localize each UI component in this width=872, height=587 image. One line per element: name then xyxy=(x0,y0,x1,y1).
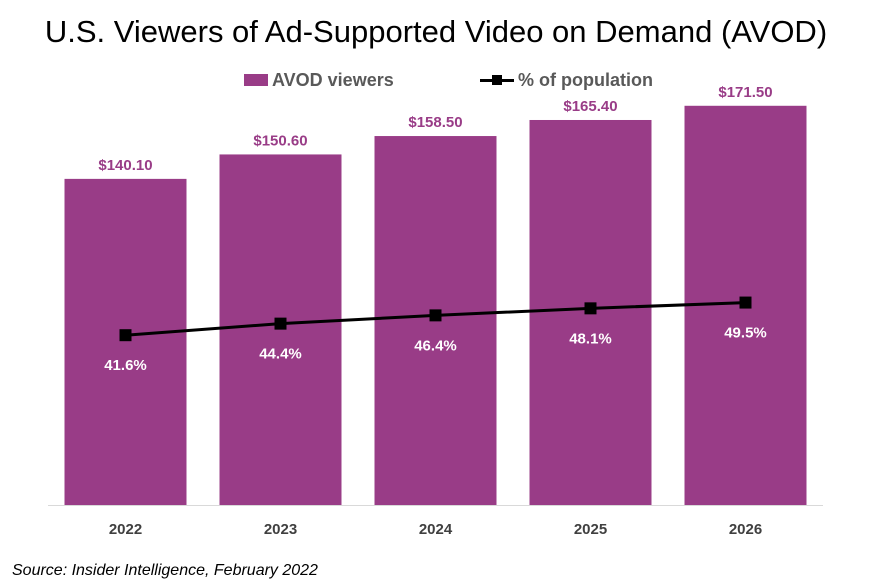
source-note: Source: Insider Intelligence, February 2… xyxy=(12,562,318,579)
x-tick-label-2024: 2024 xyxy=(419,521,453,538)
legend-label-population: % of population xyxy=(518,69,653,90)
legend-item-avod: AVOD viewers xyxy=(244,68,394,92)
bar-label-2025: $165.40 xyxy=(563,98,617,115)
population-marker-2022 xyxy=(119,329,132,342)
bar-label-2023: $150.60 xyxy=(253,132,307,149)
x-tick-label-2023: 2023 xyxy=(264,521,297,538)
population-label-2023: 44.4% xyxy=(259,346,302,363)
population-label-2025: 48.1% xyxy=(569,330,612,347)
legend-label-avod: AVOD viewers xyxy=(272,69,394,90)
bar-2022 xyxy=(64,178,187,505)
x-tick-label-2022: 2022 xyxy=(109,521,142,538)
population-marker-2024 xyxy=(429,309,442,322)
legend-swatch-line xyxy=(480,74,514,86)
legend-swatch-bar xyxy=(244,74,268,86)
population-label-2024: 46.4% xyxy=(414,337,457,354)
bar-2023 xyxy=(219,154,342,506)
population-label-2026: 49.5% xyxy=(724,325,767,342)
chart-title: U.S. Viewers of Ad-Supported Video on De… xyxy=(44,14,828,49)
x-tick-label-2026: 2026 xyxy=(729,521,762,538)
legend-item-population: % of population xyxy=(480,68,653,92)
x-tick-label-2025: 2025 xyxy=(574,521,607,538)
bar-label-2026: $171.50 xyxy=(718,84,772,101)
legend: AVOD viewers % of population xyxy=(0,68,872,92)
population-marker-2026 xyxy=(739,296,752,309)
population-marker-2023 xyxy=(274,317,287,330)
bar-label-2024: $158.50 xyxy=(408,114,462,131)
bar-label-2022: $140.10 xyxy=(98,157,152,174)
population-label-2022: 41.6% xyxy=(104,357,147,374)
population-marker-2025 xyxy=(584,302,597,315)
